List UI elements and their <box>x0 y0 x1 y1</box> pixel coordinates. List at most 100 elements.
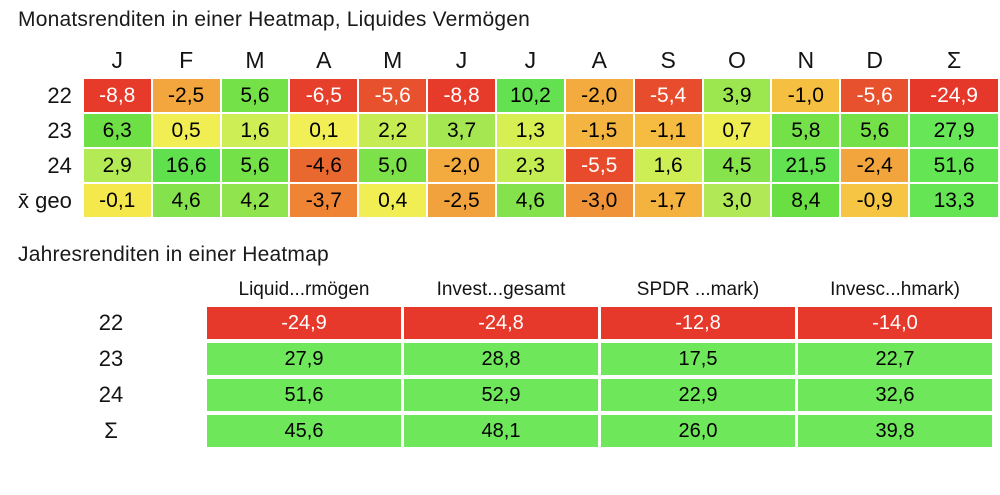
heatmap-cell: -12,8 <box>601 307 795 339</box>
heatmap-cell: -1,0 <box>772 79 840 112</box>
monthly-heatmap-title: Monatsrenditen in einer Heatmap, Liquide… <box>18 8 530 31</box>
table-row: 23 27,9 28,8 17,5 22,7 <box>18 343 992 375</box>
heatmap-cell: -2,0 <box>565 79 633 112</box>
heatmap-cell: 32,6 <box>798 379 992 411</box>
column-header: M <box>245 47 265 73</box>
heatmap-cell: -8,8 <box>83 79 151 112</box>
row-label: 23 <box>47 117 72 143</box>
heatmap-cell: 2,2 <box>359 114 427 147</box>
column-header: Invest...gesamt <box>436 279 566 300</box>
heatmap-cell: 21,5 <box>772 149 840 182</box>
heatmap-cell: 0,7 <box>703 114 771 147</box>
heatmap-cell: 6,3 <box>83 114 151 147</box>
heatmap-cell: -1,1 <box>634 114 702 147</box>
table-row: 22 -24,9 -24,8 -12,8 -14,0 <box>18 307 992 339</box>
table-row: 23 6,3 0,5 1,6 0,1 2,2 3,7 1,3 -1,5 -1,1 0,7 5,8 5,6… <box>18 114 998 147</box>
heatmap-cell: -2,5 <box>428 184 495 217</box>
heatmap-cell: 0,1 <box>290 114 358 147</box>
column-header: N <box>797 47 815 73</box>
heatmap-cell: 10,2 <box>496 79 564 112</box>
heatmap-cell: 28,8 <box>404 343 598 375</box>
heatmap-cell: 13,3 <box>910 184 998 217</box>
heatmap-cell: -2,4 <box>841 149 909 182</box>
heatmap-cell: 17,5 <box>601 343 795 375</box>
heatmap-cell: 16,6 <box>152 149 220 182</box>
column-header: Σ <box>946 47 962 73</box>
heatmap-cell: -3,0 <box>565 184 633 217</box>
row-label: 24 <box>47 152 72 178</box>
monthly-heatmap-table: J F M A M J J A S O N D Σ 22 -8,8 -2,5 5,6 -6,5 -5,6 -8,8 10… <box>16 40 1000 219</box>
heatmap-cell: 51,6 <box>207 379 401 411</box>
heatmap-cell: 27,9 <box>910 114 998 147</box>
column-header: J <box>455 47 468 73</box>
yearly-heatmap-table: Liquid...rmögen Invest...gesamt SPDR ...ma… <box>15 269 995 451</box>
heatmap-cell: 5,6 <box>221 149 289 182</box>
column-header: Liquid...rmögen <box>238 279 370 300</box>
table-row: x̄ geo -0,1 4,6 4,2 -3,7 0,4 -2,5 4,6 -3,0 -1,7 3,… <box>18 184 998 217</box>
heatmap-cell: 4,2 <box>221 184 289 217</box>
heatmap-cell: -0,9 <box>841 184 909 217</box>
column-header: SPDR ...mark) <box>636 279 760 300</box>
row-label: 24 <box>98 382 124 407</box>
heatmap-cell: 8,4 <box>772 184 840 217</box>
heatmap-cell: -5,6 <box>359 79 427 112</box>
heatmap-cell: 52,9 <box>404 379 598 411</box>
heatmap-cell: -5,6 <box>841 79 909 112</box>
heatmap-cell: 3,7 <box>428 114 495 147</box>
row-label: 22 <box>98 310 124 335</box>
heatmap-cell: -2,5 <box>152 79 220 112</box>
heatmap-cell: 1,6 <box>221 114 289 147</box>
heatmap-cell: 2,9 <box>83 149 151 182</box>
table-row: Σ 45,6 48,1 26,0 39,8 <box>18 415 992 447</box>
column-header: J <box>111 47 124 73</box>
heatmap-cell: 3,0 <box>703 184 771 217</box>
column-header: A <box>591 47 607 73</box>
header-row: Liquid...rmögen Invest...gesamt SPDR ...ma… <box>18 273 992 303</box>
heatmap-cell: -1,5 <box>565 114 633 147</box>
heatmap-cell: 45,6 <box>207 415 401 447</box>
heatmap-cell: 5,8 <box>772 114 840 147</box>
heatmap-cell: 5,0 <box>359 149 427 182</box>
heatmap-cell: 1,6 <box>634 149 702 182</box>
column-header: D <box>866 47 883 73</box>
heatmap-cell: -8,8 <box>428 79 495 112</box>
heatmap-cell: 26,0 <box>601 415 795 447</box>
heatmap-cell: 4,6 <box>496 184 564 217</box>
heatmap-cell: -6,5 <box>290 79 358 112</box>
heatmap-cell: 5,6 <box>221 79 289 112</box>
column-header: O <box>728 47 746 73</box>
row-label: 23 <box>98 346 124 371</box>
heatmap-cell: 48,1 <box>404 415 598 447</box>
heatmap-cell: 5,6 <box>841 114 909 147</box>
heatmap-cell: -3,7 <box>290 184 358 217</box>
heatmap-cell: 4,6 <box>152 184 220 217</box>
heatmap-cell: -2,0 <box>428 149 495 182</box>
heatmap-cell: 2,3 <box>496 149 564 182</box>
heatmap-cell: -24,9 <box>910 79 998 112</box>
heatmap-cell: -0,1 <box>83 184 151 217</box>
row-label: Σ <box>104 418 118 443</box>
table-row: 24 51,6 52,9 22,9 32,6 <box>18 379 992 411</box>
heatmap-cell: 0,5 <box>152 114 220 147</box>
heatmap-cell: -5,5 <box>565 149 633 182</box>
heatmap-cell: -5,4 <box>634 79 702 112</box>
column-header: J <box>524 47 537 73</box>
column-header: M <box>383 47 403 73</box>
heatmap-cell: -4,6 <box>290 149 358 182</box>
corner-cell <box>18 273 204 303</box>
column-header: A <box>316 47 332 73</box>
row-label: 22 <box>47 82 72 108</box>
heatmap-cell: 1,3 <box>496 114 564 147</box>
heatmap-cell: -24,8 <box>404 307 598 339</box>
row-label: x̄ geo <box>18 187 72 213</box>
heatmap-cell: 27,9 <box>207 343 401 375</box>
heatmap-cell: 22,9 <box>601 379 795 411</box>
heatmap-cell: 0,4 <box>359 184 427 217</box>
heatmap-cell: 3,9 <box>703 79 771 112</box>
heatmap-cell: 39,8 <box>798 415 992 447</box>
heatmap-cell: -14,0 <box>798 307 992 339</box>
heatmap-cell: 22,7 <box>798 343 992 375</box>
column-header: S <box>660 47 676 73</box>
